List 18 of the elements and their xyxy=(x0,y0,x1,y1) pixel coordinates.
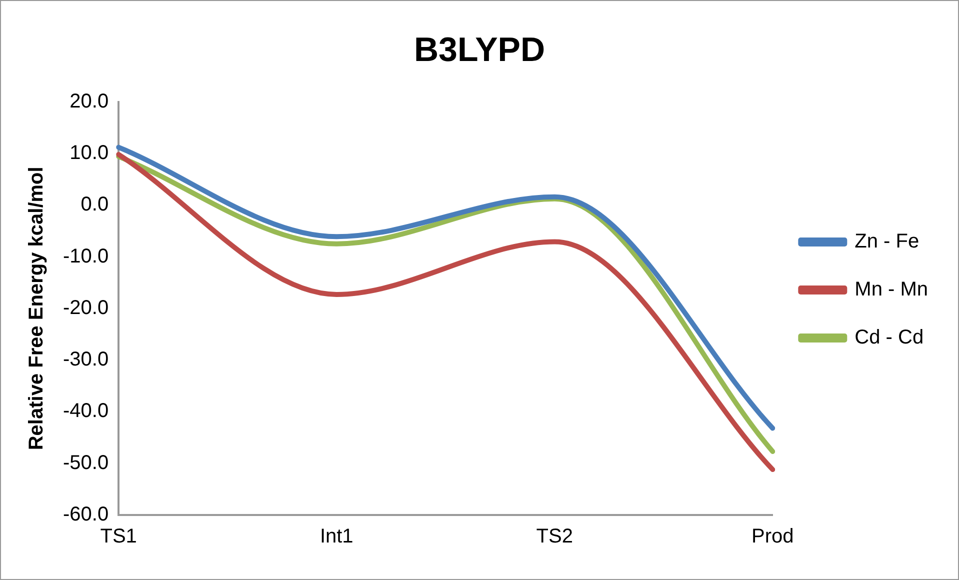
y-tick-label: -40.0 xyxy=(62,400,109,422)
y-tick-label: -20.0 xyxy=(62,296,109,319)
x-tick-label: Int1 xyxy=(320,526,354,548)
legend-label: Cd - Cd xyxy=(854,326,924,349)
chart-title: B3LYPD xyxy=(414,30,546,69)
y-axis-title: Relative Free Energy kcal/mol xyxy=(26,166,48,450)
y-tick-label: -60.0 xyxy=(62,504,109,526)
y-tick-label: -30.0 xyxy=(62,348,109,371)
y-tick-label: -50.0 xyxy=(62,452,109,474)
y-tick-label: 0.0 xyxy=(80,194,109,216)
y-tick-label: -10.0 xyxy=(62,245,109,268)
x-tick-label: TS1 xyxy=(100,526,137,548)
x-tick-label: Prod xyxy=(752,526,794,548)
y-tick-label: 10.0 xyxy=(70,142,109,164)
legend-label: Mn - Mn xyxy=(854,278,928,301)
legend-label: Zn - Fe xyxy=(854,230,920,253)
y-tick-label: 20.0 xyxy=(70,90,109,112)
x-tick-label: TS2 xyxy=(536,526,573,548)
